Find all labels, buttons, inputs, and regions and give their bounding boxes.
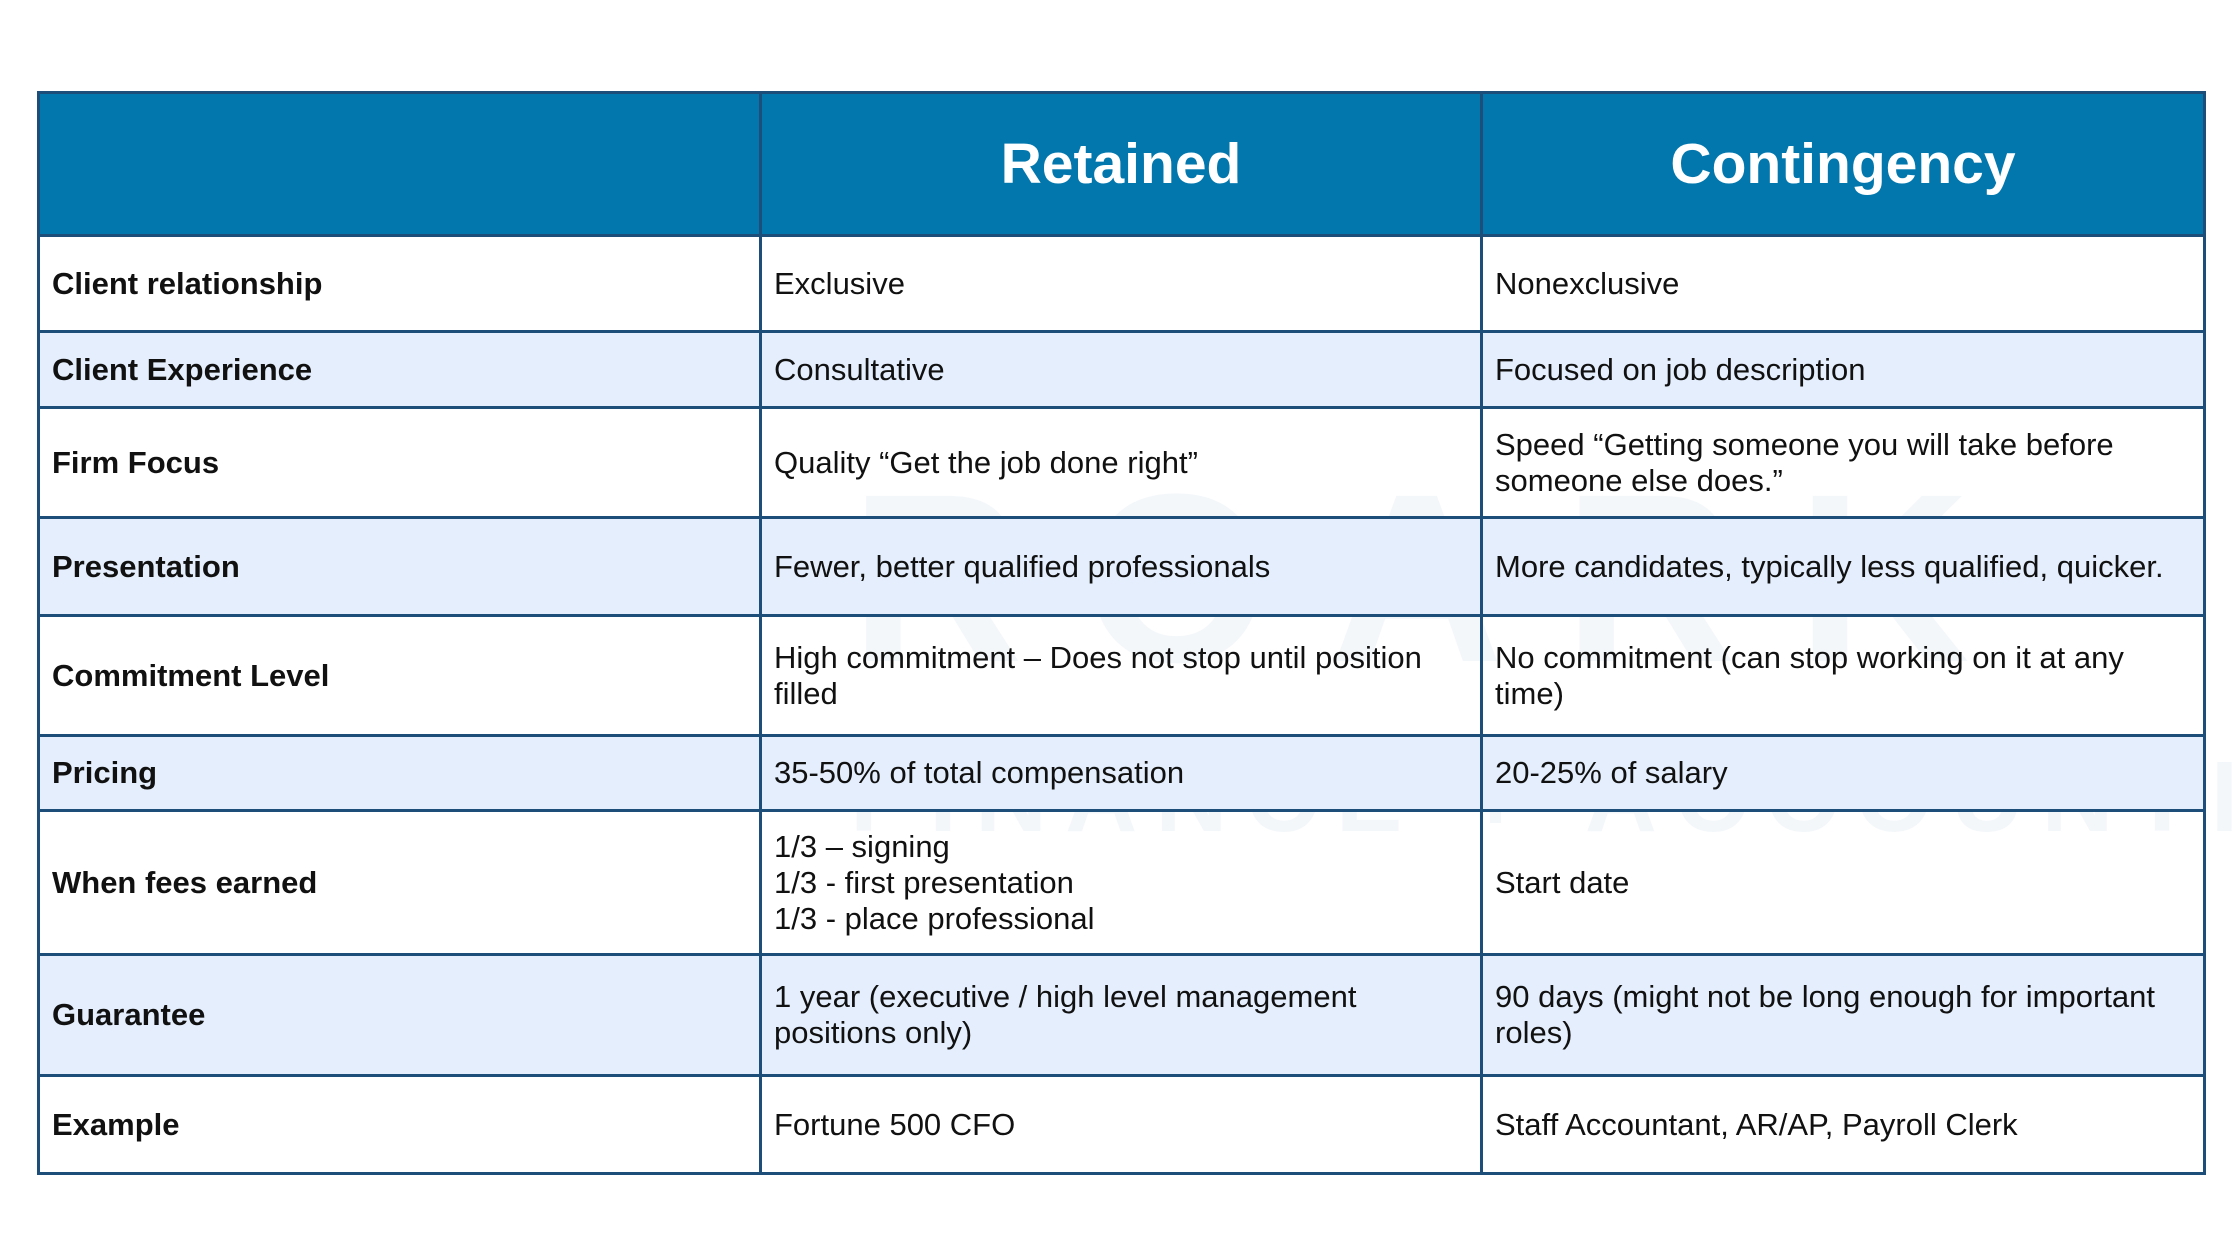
- row-label: Client relationship: [37, 234, 762, 333]
- table-row: Presentation Fewer, better qualified prof…: [37, 516, 2206, 617]
- cell: Fortune 500 CFO: [759, 1074, 1483, 1175]
- row-label: Example: [37, 1074, 762, 1175]
- cell: 35-50% of total compensation: [759, 734, 1483, 812]
- cell: Consultative: [759, 330, 1483, 409]
- table-row: Guarantee 1 year (executive / high level …: [37, 953, 2206, 1077]
- cell: More candidates, typically less qualifie…: [1480, 516, 2206, 617]
- table-row: Example Fortune 500 CFO Staff Accountant, …: [37, 1074, 2206, 1175]
- cell: 90 days (might not be long enough for im…: [1480, 953, 2206, 1077]
- table-row: Firm Focus Quality “Get the job done righ…: [37, 406, 2206, 519]
- cell: Focused on job description: [1480, 330, 2206, 409]
- cell: Exclusive: [759, 234, 1483, 333]
- cell: 20-25% of salary: [1480, 734, 2206, 812]
- cell: 1/3 – signing 1/3 - first presentation 1…: [759, 809, 1483, 956]
- cell: No commitment (can stop working on it at…: [1480, 614, 2206, 737]
- table-row: Client relationship Exclusive Nonexclusive: [37, 234, 2206, 333]
- cell: Staff Accountant, AR/AP, Payroll Clerk: [1480, 1074, 2206, 1175]
- row-label: Commitment Level: [37, 614, 762, 737]
- cell: 1 year (executive / high level managemen…: [759, 953, 1483, 1077]
- header-row: Retained Contingency: [37, 91, 2206, 237]
- row-label: Pricing: [37, 734, 762, 812]
- row-label: Firm Focus: [37, 406, 762, 519]
- row-label: When fees earned: [37, 809, 762, 956]
- header-empty: [37, 91, 762, 237]
- table-row: Client Experience Consultative Focused on …: [37, 330, 2206, 409]
- cell: Speed “Getting someone you will take bef…: [1480, 406, 2206, 519]
- column-header: Contingency: [1480, 91, 2206, 237]
- row-label: Presentation: [37, 516, 762, 617]
- comparison-table: Retained Contingency Client relationship…: [37, 91, 2206, 1175]
- column-header: Retained: [759, 91, 1483, 237]
- row-label: Client Experience: [37, 330, 762, 409]
- cell: Start date: [1480, 809, 2206, 956]
- cell: High commitment – Does not stop until po…: [759, 614, 1483, 737]
- table-row: When fees earned 1/3 – signing 1/3 - firs…: [37, 809, 2206, 956]
- row-label: Guarantee: [37, 953, 762, 1077]
- cell: Fewer, better qualified professionals: [759, 516, 1483, 617]
- table-row: Commitment Level High commitment – Does n…: [37, 614, 2206, 737]
- cell: Quality “Get the job done right”: [759, 406, 1483, 519]
- cell: Nonexclusive: [1480, 234, 2206, 333]
- table-row: Pricing 35-50% of total compensation 20-25…: [37, 734, 2206, 812]
